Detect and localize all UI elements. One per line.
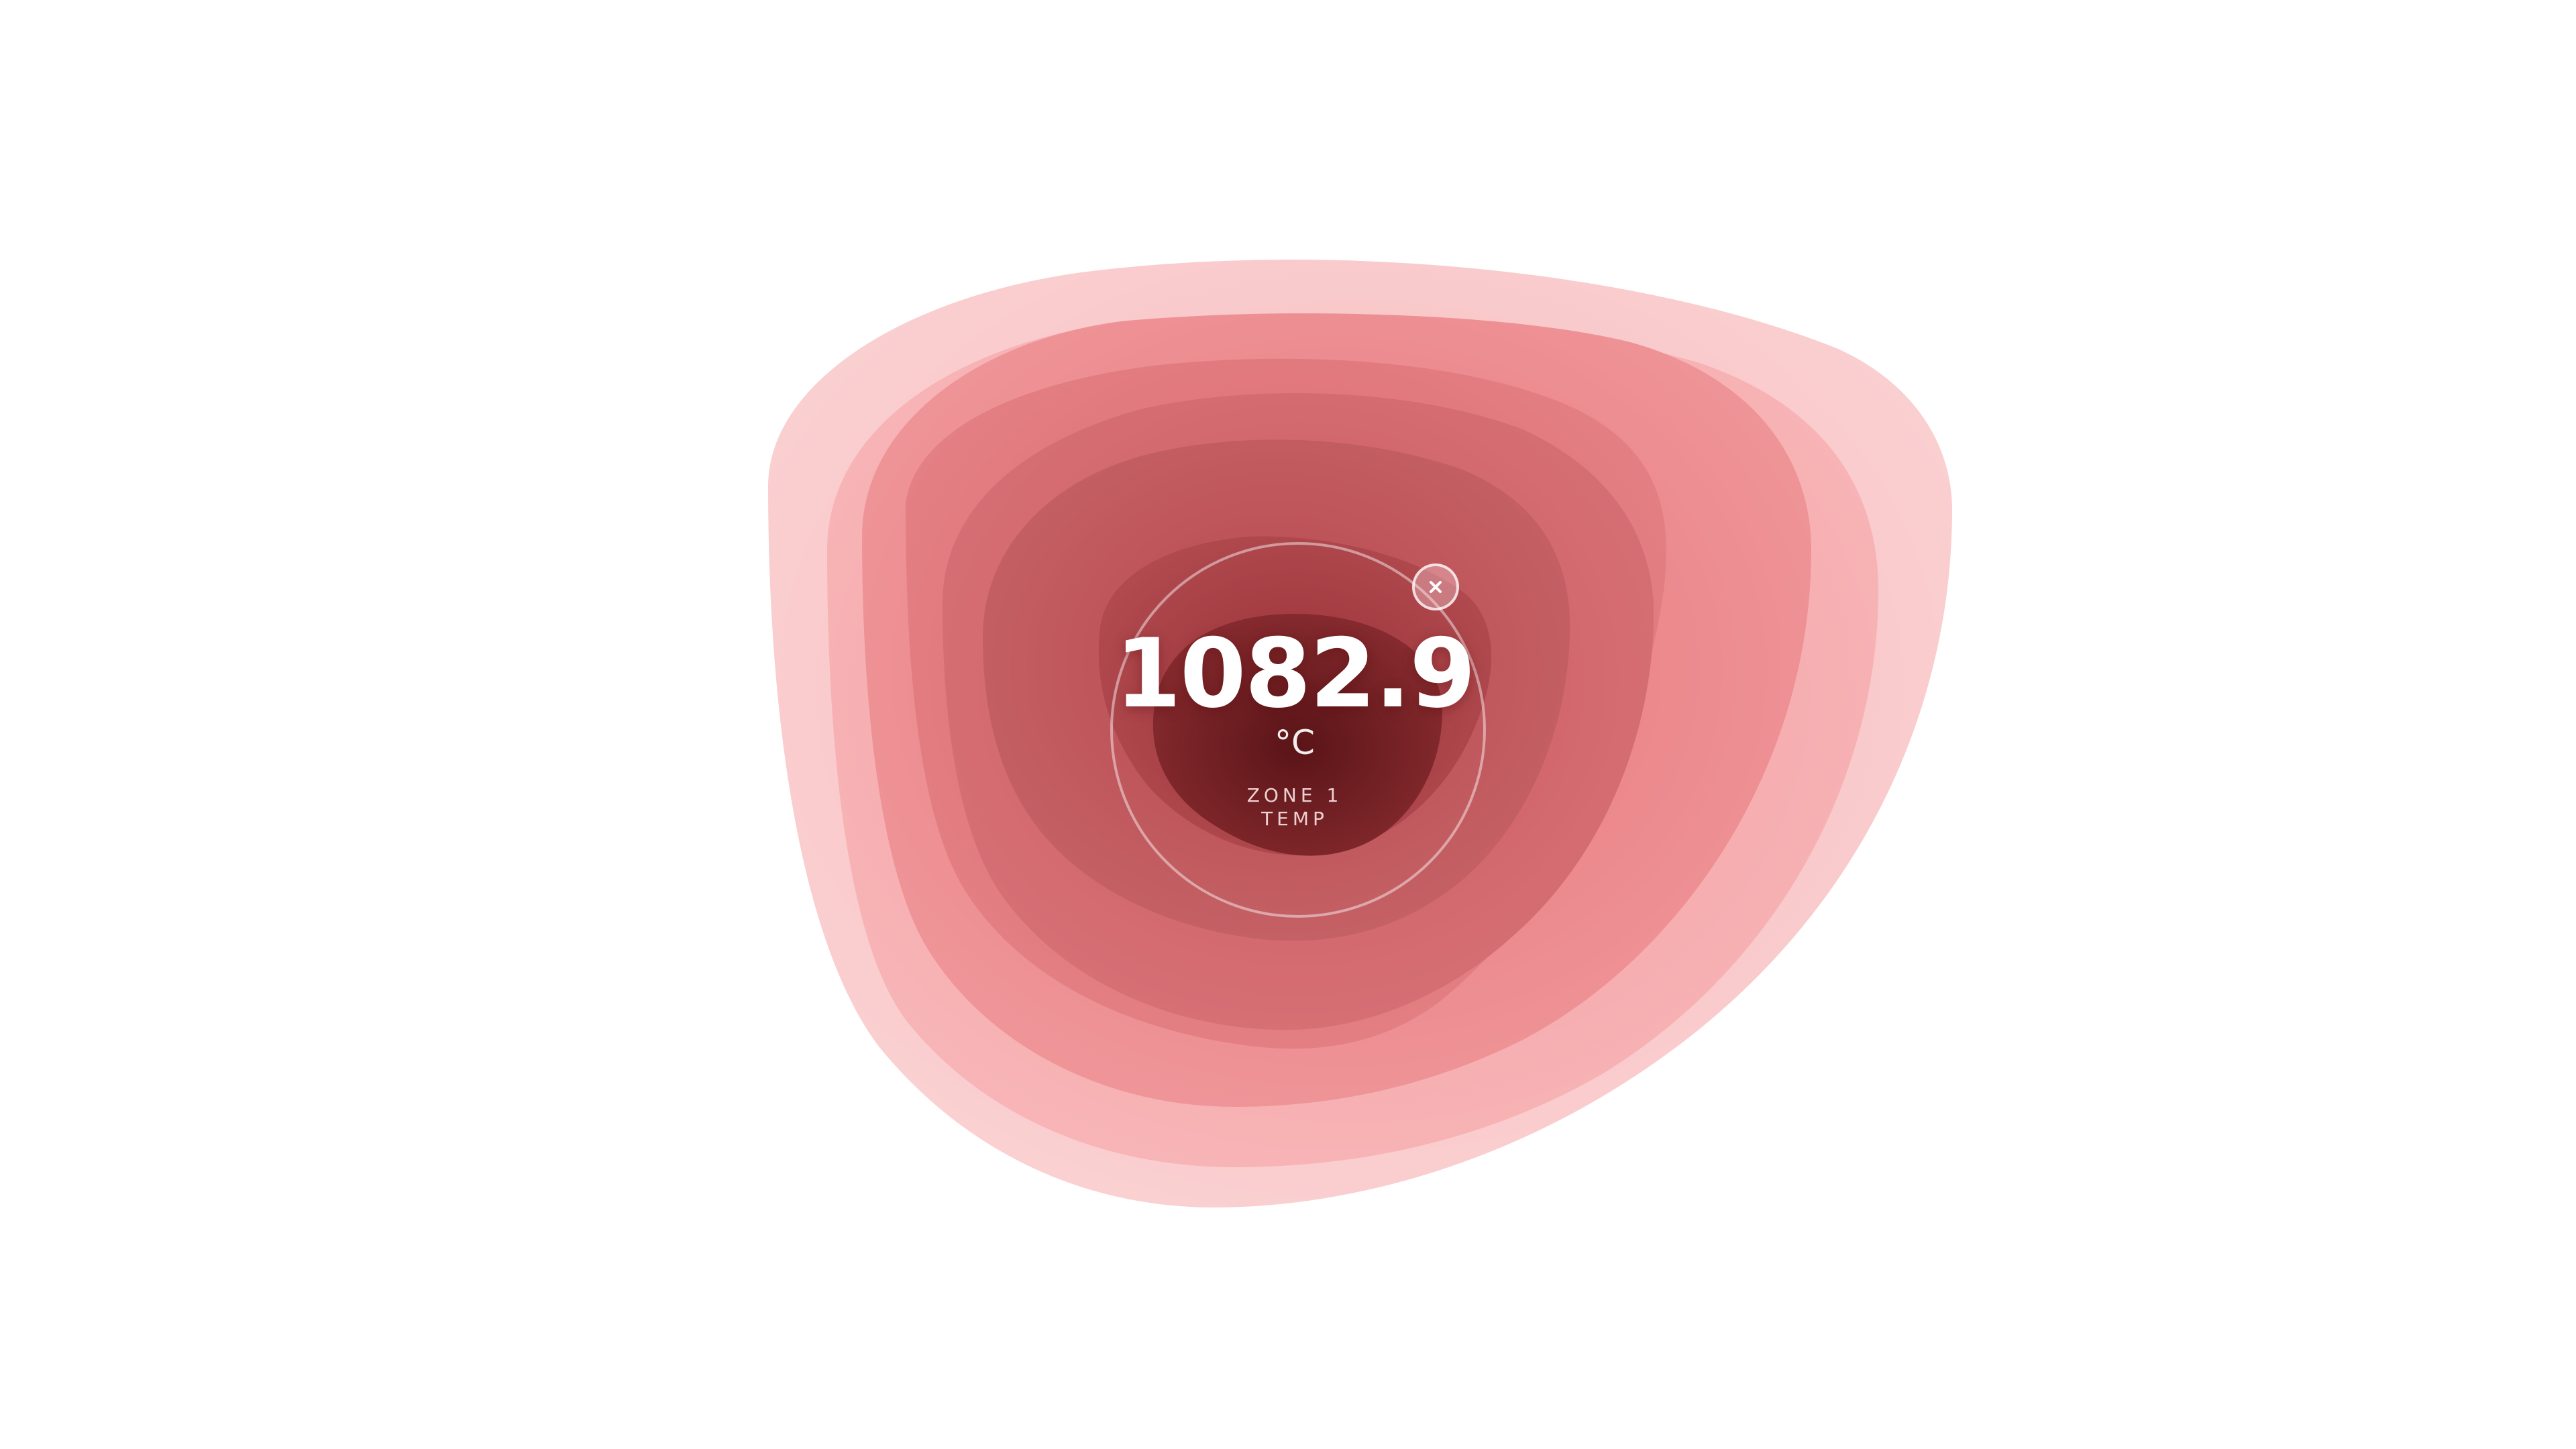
- temperature-unit: °C: [1275, 723, 1315, 762]
- temperature-value: 1082.9: [1115, 619, 1476, 729]
- sensor-label-line-2: TEMP: [1261, 808, 1328, 830]
- sensor-label-line-1: ZONE 1: [1246, 784, 1343, 806]
- close-icon: [1430, 581, 1442, 593]
- close-button[interactable]: [1412, 564, 1459, 610]
- sensor-label: ZONE 1 TEMP: [1194, 784, 1395, 830]
- gauge-ring: [1110, 542, 1486, 918]
